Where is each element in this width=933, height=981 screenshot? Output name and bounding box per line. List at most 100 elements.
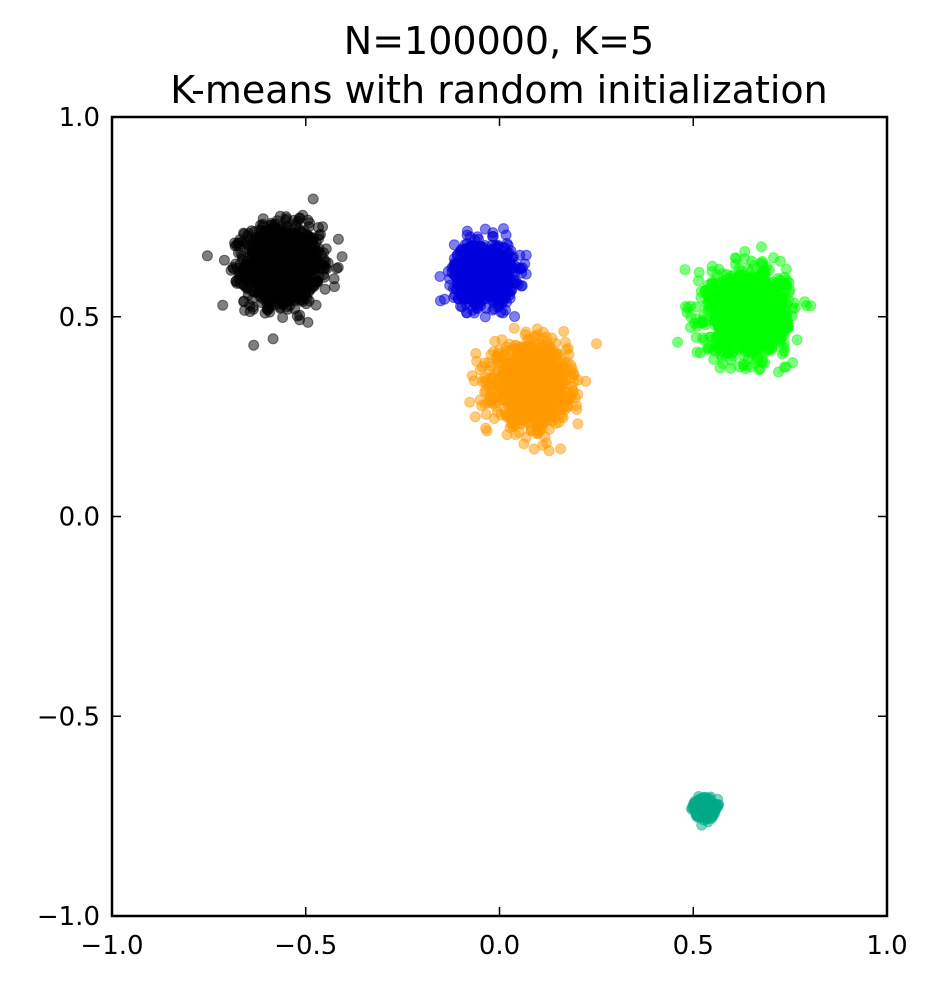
data-point xyxy=(460,284,472,296)
data-point xyxy=(555,386,567,398)
data-point xyxy=(572,374,584,386)
data-point xyxy=(737,291,749,302)
data-point xyxy=(721,287,733,299)
data-point xyxy=(248,237,260,249)
data-point xyxy=(296,226,308,238)
data-point xyxy=(774,274,786,286)
data-point xyxy=(697,332,708,344)
data-point xyxy=(518,438,530,450)
data-point xyxy=(302,316,314,328)
data-point xyxy=(453,254,465,266)
data-point xyxy=(283,288,295,300)
data-point xyxy=(555,443,567,455)
data-point xyxy=(693,266,705,278)
data-point xyxy=(485,360,497,372)
data-point xyxy=(508,322,520,334)
data-point xyxy=(479,223,491,235)
data-point xyxy=(712,339,724,351)
data-point xyxy=(740,363,752,375)
data-point xyxy=(256,266,268,278)
chart-title: N=100000, K=5 xyxy=(344,19,654,63)
data-point xyxy=(706,276,718,288)
data-point xyxy=(201,250,213,262)
data-point xyxy=(752,354,764,366)
data-point xyxy=(336,251,348,263)
data-point xyxy=(470,302,482,314)
data-point xyxy=(571,400,583,412)
data-point xyxy=(474,394,486,406)
data-point xyxy=(498,223,509,235)
data-point xyxy=(708,353,720,365)
data-point xyxy=(481,425,493,437)
data-point xyxy=(733,263,745,274)
data-point xyxy=(307,193,319,205)
data-point xyxy=(534,369,546,381)
data-point xyxy=(756,241,767,253)
data-point xyxy=(308,232,319,244)
cluster-4 xyxy=(672,241,817,378)
data-point xyxy=(511,392,523,404)
data-point xyxy=(713,263,725,275)
data-point xyxy=(531,421,543,433)
data-point xyxy=(332,233,344,245)
cluster-1 xyxy=(201,193,348,351)
data-point xyxy=(536,384,548,396)
data-point xyxy=(218,254,230,266)
data-point xyxy=(295,243,307,255)
data-point xyxy=(739,246,751,257)
data-point xyxy=(284,264,296,276)
data-point xyxy=(546,332,558,344)
data-point xyxy=(733,327,745,339)
data-point xyxy=(253,251,265,263)
data-point xyxy=(266,288,278,300)
data-point xyxy=(291,310,303,322)
data-point xyxy=(531,323,543,335)
data-point xyxy=(562,400,574,412)
data-point xyxy=(519,258,531,270)
data-point xyxy=(479,311,491,323)
data-point xyxy=(273,236,285,248)
data-point xyxy=(434,271,446,282)
data-point xyxy=(746,255,758,267)
data-point xyxy=(509,259,521,271)
data-point xyxy=(272,246,284,258)
data-point xyxy=(537,439,549,451)
data-point xyxy=(520,378,532,390)
data-point xyxy=(487,255,499,267)
data-point xyxy=(464,396,476,408)
data-point xyxy=(501,429,513,441)
data-point xyxy=(507,363,519,375)
cluster-3 xyxy=(464,322,602,457)
data-point xyxy=(497,281,509,293)
data-point xyxy=(439,293,450,305)
data-point xyxy=(238,228,250,240)
data-point xyxy=(502,411,514,423)
data-point xyxy=(690,301,702,313)
data-point xyxy=(456,269,468,281)
chart-subtitle: K-means with random initialization xyxy=(170,68,828,112)
data-points xyxy=(201,193,817,831)
data-point xyxy=(240,281,252,293)
data-point xyxy=(717,317,729,329)
data-point xyxy=(283,276,295,288)
data-point xyxy=(805,300,817,312)
data-point xyxy=(763,306,775,318)
data-point xyxy=(471,272,483,283)
data-point xyxy=(560,367,572,379)
data-point xyxy=(461,225,473,237)
data-point xyxy=(217,299,229,311)
data-point xyxy=(780,263,792,275)
data-point xyxy=(501,237,513,249)
data-point xyxy=(727,346,739,358)
data-point xyxy=(739,340,751,352)
data-point xyxy=(498,374,510,386)
data-point xyxy=(519,344,531,356)
data-point xyxy=(480,374,492,386)
data-point xyxy=(254,224,266,236)
data-point xyxy=(270,223,282,235)
data-point xyxy=(705,302,717,314)
data-point xyxy=(235,247,247,259)
data-point xyxy=(702,342,713,354)
data-point xyxy=(769,333,781,345)
